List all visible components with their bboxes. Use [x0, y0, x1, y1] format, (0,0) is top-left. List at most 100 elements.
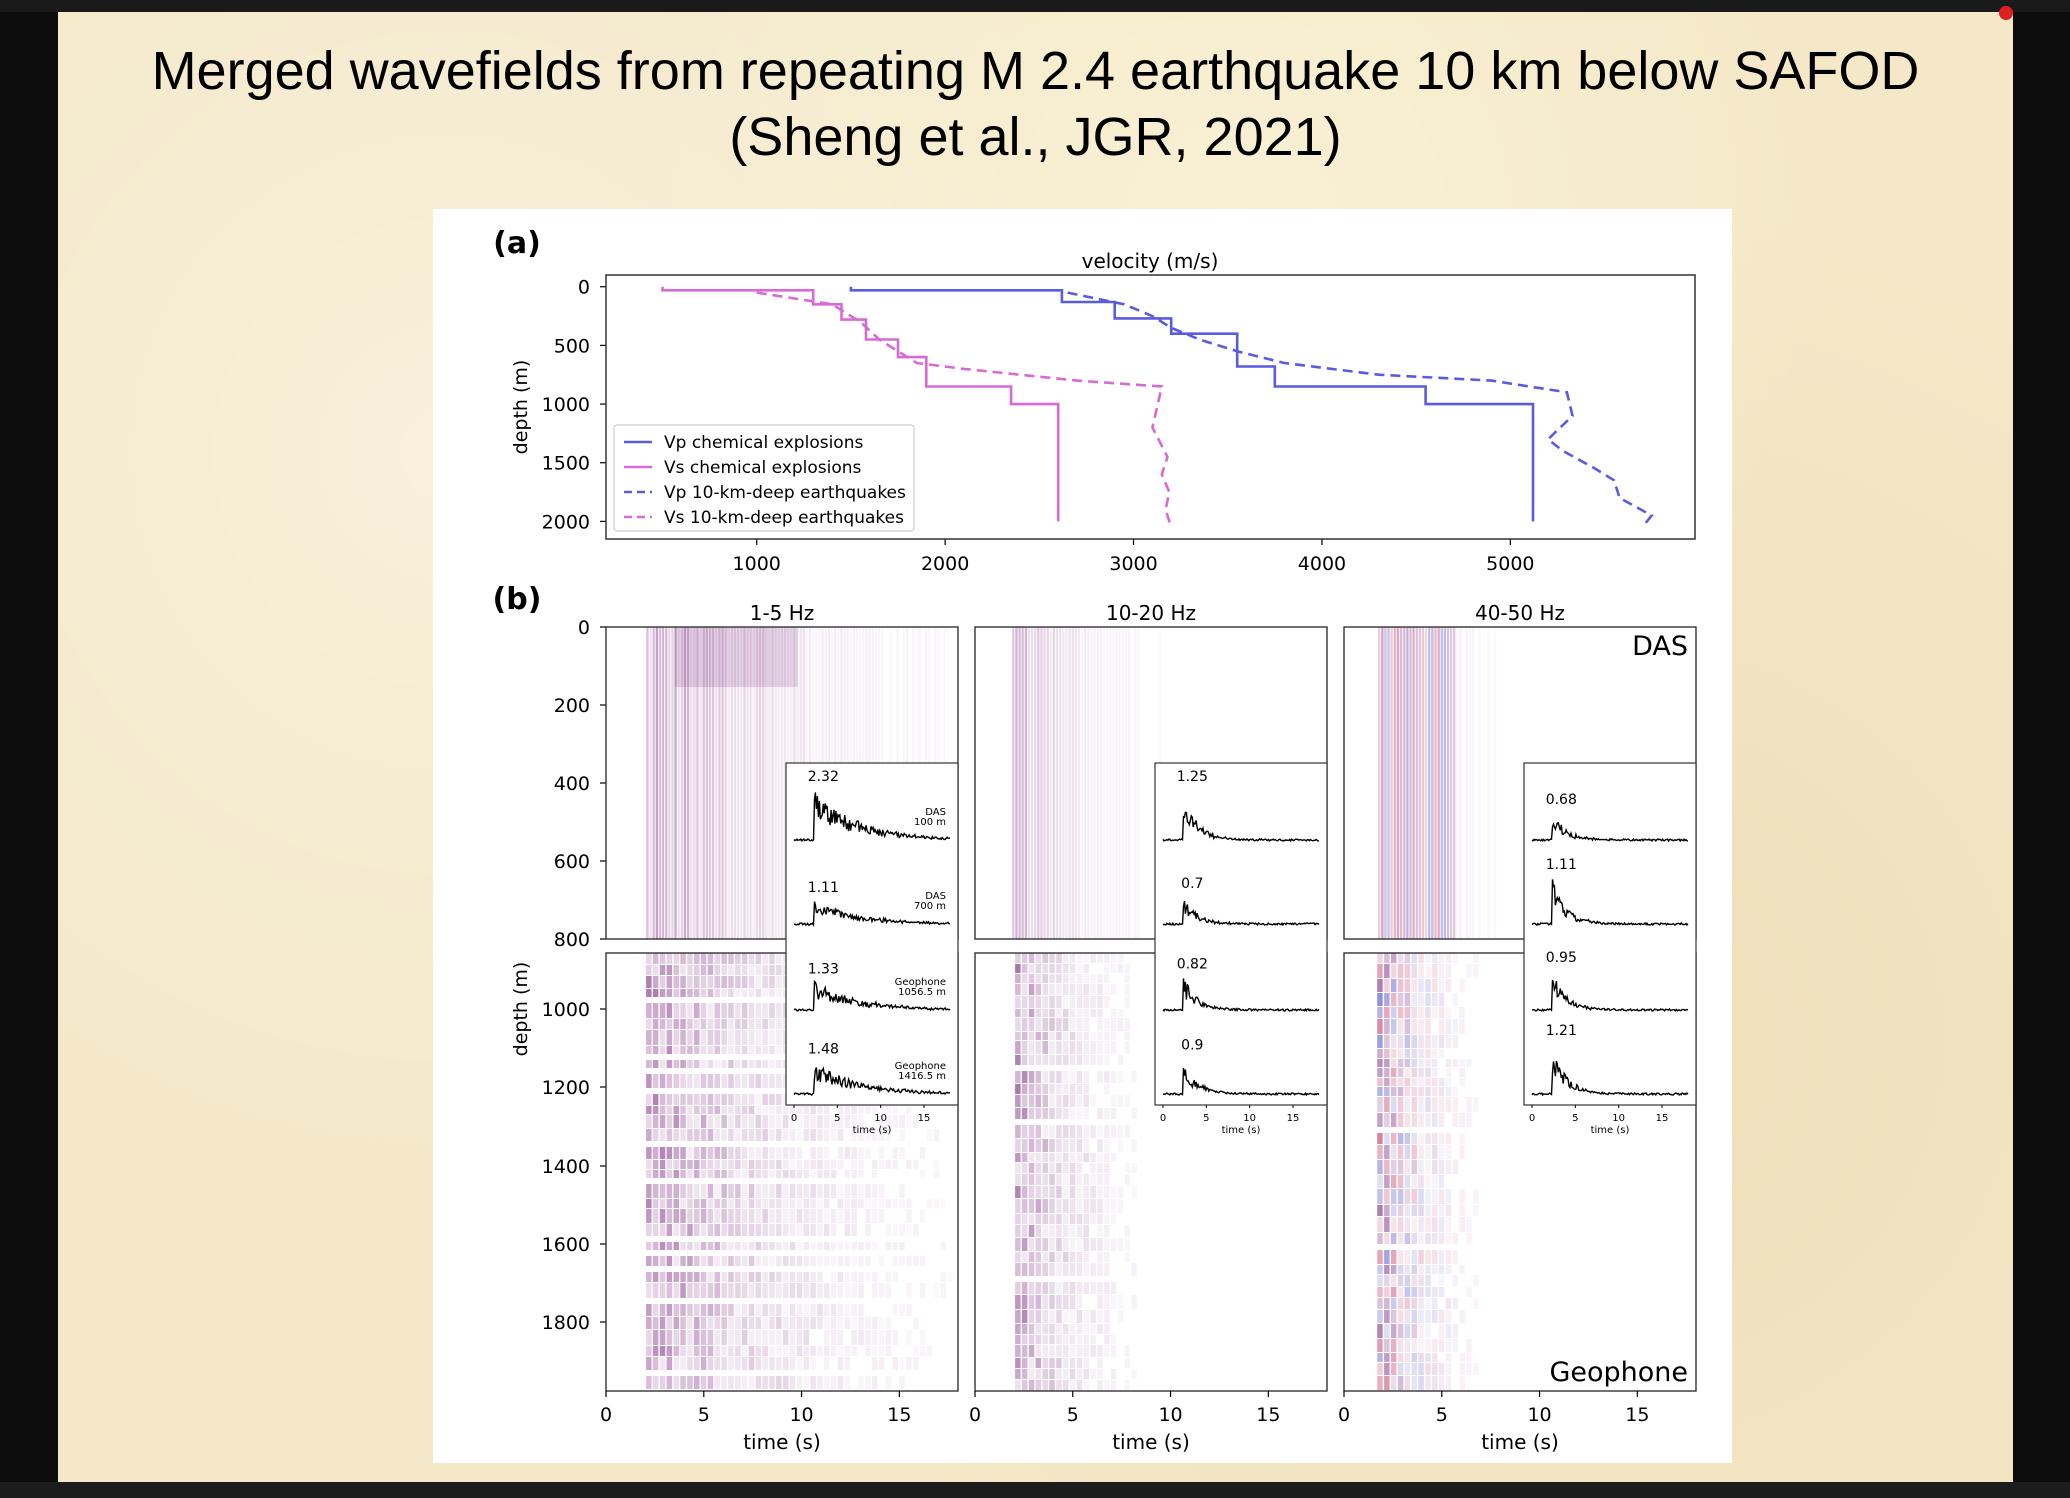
geophone-cell — [1069, 1214, 1076, 1224]
geophone-cell — [1418, 1059, 1424, 1067]
geophone-cell — [1459, 1007, 1465, 1018]
geophone-cell — [783, 1304, 789, 1316]
geophone-cell — [1124, 996, 1131, 1008]
geophone-cell — [1097, 1238, 1103, 1251]
geophone-cell — [1438, 1217, 1445, 1232]
das-label: DAS — [1632, 631, 1688, 662]
geophone-cell — [694, 1256, 700, 1266]
geophone-cell — [810, 1170, 816, 1178]
geophone-cell — [844, 1272, 851, 1282]
geophone-cell — [755, 989, 762, 997]
geophone-cell — [885, 1272, 892, 1282]
geophone-cell — [680, 1170, 686, 1178]
geophone-cell — [1063, 964, 1069, 973]
geophone-cell — [817, 1242, 823, 1250]
wave-trace — [1406, 627, 1409, 939]
geophone-cell — [1452, 1250, 1458, 1264]
geophone-cell — [892, 1224, 898, 1236]
inset-trace — [793, 1066, 950, 1096]
geophone-cell — [1090, 1214, 1096, 1224]
geophone-cell — [1425, 1133, 1431, 1144]
geophone-cell — [728, 1224, 734, 1236]
geophone-cell — [646, 1106, 652, 1114]
geophone-cell — [680, 1094, 686, 1105]
geophone-cell — [1035, 1252, 1042, 1262]
geophone-cell — [1390, 1087, 1397, 1096]
geophone-cell — [1042, 996, 1048, 1008]
geophone-cell — [714, 1060, 720, 1068]
geophone-cell — [700, 1317, 707, 1329]
geophone-cell — [1438, 1087, 1445, 1096]
geophone-cell — [1384, 1189, 1390, 1204]
geophone-cell — [735, 1094, 741, 1105]
geophone-cell — [1390, 1324, 1397, 1338]
geophone-cell — [1035, 1084, 1042, 1094]
geophone-cell — [714, 1147, 720, 1159]
geophone-cell — [1049, 1282, 1055, 1294]
geophone-cell — [1083, 1282, 1089, 1294]
geophone-cell — [1104, 1041, 1110, 1054]
geophone-cell — [796, 1330, 803, 1345]
geophone-cell — [1028, 1032, 1035, 1040]
y-tick-label: 1000 — [542, 999, 590, 1021]
geophone-cell — [707, 989, 714, 997]
geophone-cell — [755, 1060, 762, 1068]
geophone-cell — [755, 1147, 762, 1159]
geophone-cell — [748, 976, 755, 988]
geophone-cell — [1028, 1324, 1035, 1334]
inset-trace — [1162, 811, 1320, 843]
geophone-cell — [673, 965, 679, 975]
wave-trace — [702, 627, 705, 939]
geophone-cell — [1110, 1295, 1117, 1309]
geophone-cell — [940, 1199, 946, 1208]
geophone-cell — [659, 1030, 666, 1045]
geophone-cell — [1076, 964, 1083, 973]
geophone-cell — [673, 1115, 679, 1128]
geophone-cell — [721, 1283, 727, 1298]
geophone-cell — [1028, 1163, 1035, 1173]
geophone-cell — [748, 965, 755, 975]
geophone-cell — [1432, 1205, 1438, 1216]
geophone-cell — [673, 1317, 679, 1329]
geophone-cell — [1124, 1163, 1131, 1173]
geophone-cell — [755, 1256, 762, 1266]
geophone-cell — [1377, 1113, 1383, 1127]
wave-trace — [668, 627, 671, 939]
geophone-cell — [872, 1209, 878, 1223]
geophone-cell — [1042, 1174, 1048, 1185]
geophone-cell — [803, 1346, 809, 1356]
inset-frame — [1523, 762, 1697, 1106]
geophone-cell — [1028, 1310, 1035, 1323]
geophone-cell — [1097, 1358, 1103, 1368]
geophone-cell — [1411, 1339, 1417, 1352]
geophone-cell — [1117, 1009, 1124, 1017]
wave-trace — [1403, 627, 1406, 939]
geophone-cell — [762, 1129, 768, 1141]
geophone-cell — [1021, 1139, 1028, 1152]
geophone-cell — [680, 953, 686, 964]
geophone-cell — [844, 1357, 851, 1370]
geophone-cell — [1397, 1298, 1404, 1309]
geophone-cell — [1056, 1263, 1062, 1276]
wave-trace — [1415, 627, 1418, 939]
geophone-cell — [1063, 1282, 1069, 1294]
panel-a-title: velocity (m/s) — [1082, 249, 1219, 273]
inset-tick-label: 0 — [791, 1113, 797, 1124]
geophone-cell — [721, 989, 727, 997]
geophone-cell — [694, 1046, 700, 1054]
geophone-cell — [1090, 1335, 1096, 1344]
geophone-cell — [1028, 996, 1035, 1008]
geophone-cell — [872, 1346, 878, 1356]
geophone-cell — [700, 1094, 707, 1105]
geophone-cell — [817, 1106, 823, 1114]
geophone-cell — [1390, 1049, 1397, 1058]
geophone-cell — [1042, 1358, 1048, 1368]
geophone-cell — [735, 1304, 741, 1316]
geophone-cell — [1049, 1252, 1055, 1262]
wave-trace — [1421, 627, 1425, 939]
geophone-cell — [1397, 1310, 1404, 1323]
geophone-cell — [1432, 1049, 1438, 1058]
geophone-cell — [1110, 1095, 1117, 1107]
geophone-cell — [1076, 1125, 1083, 1138]
